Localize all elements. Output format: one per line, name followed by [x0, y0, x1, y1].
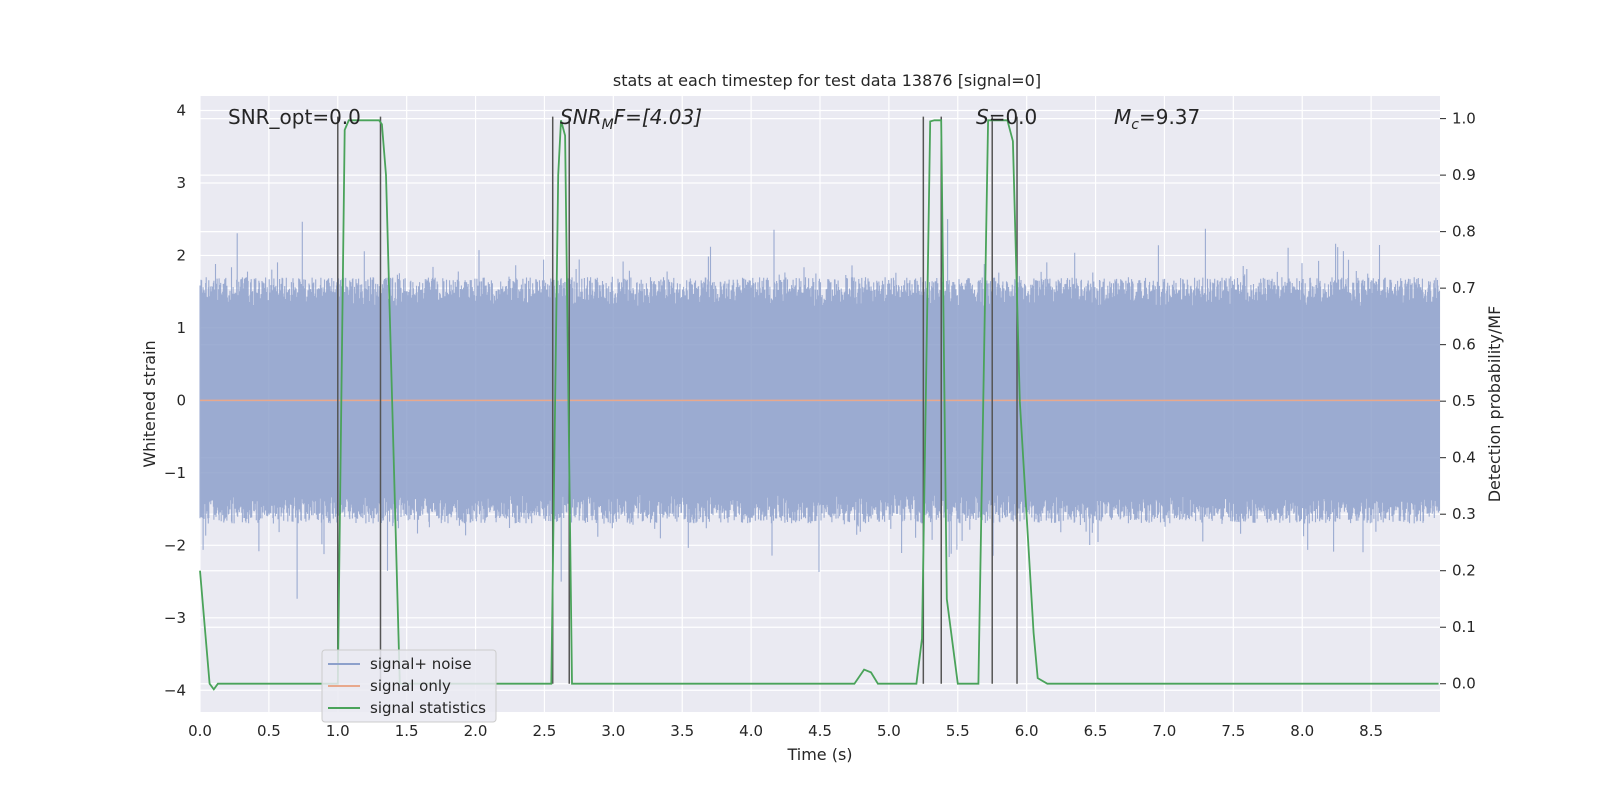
- x-tick-label: 6.5: [1084, 722, 1108, 740]
- legend: signal+ noise signal only signal statist…: [321, 649, 497, 723]
- x-tick-label: 3.5: [670, 722, 694, 740]
- x-tick-label: 2.5: [533, 722, 557, 740]
- y2-tick-label: 0.0: [1452, 675, 1476, 693]
- x-tick-label: 1.5: [395, 722, 419, 740]
- x-tick-label: 8.0: [1290, 722, 1314, 740]
- y2-tick-label: 0.7: [1452, 279, 1476, 297]
- y-axis-title: Whitened strain: [140, 340, 159, 467]
- snr-mf-subscript: M: [602, 117, 614, 133]
- s-main: S: [976, 105, 989, 129]
- y2-tick-label: 0.2: [1452, 562, 1476, 580]
- y2-tick-label: 0.4: [1452, 449, 1476, 467]
- y-tick-label: 3: [176, 174, 186, 192]
- y-tick-label: 2: [176, 246, 186, 264]
- y-tick-label: −4: [164, 681, 186, 699]
- x-tick-label: 7.5: [1221, 722, 1245, 740]
- x-tick-label: 7.0: [1153, 722, 1177, 740]
- s-annotation: S=0.0: [976, 105, 1037, 129]
- s-rest: =0.0: [989, 105, 1038, 129]
- y-tick-label: 0: [176, 391, 186, 409]
- y2-tick-label: 0.5: [1452, 392, 1476, 410]
- x-tick-label: 0.5: [257, 722, 281, 740]
- x-tick-label: 4.5: [808, 722, 832, 740]
- chart-title: stats at each timestep for test data 138…: [613, 71, 1041, 90]
- y-tick-label: −2: [164, 536, 186, 554]
- mc-annotation: Mc=9.37: [1114, 105, 1200, 133]
- x-axis-title: Time (s): [786, 745, 852, 764]
- mc-main: M: [1114, 105, 1131, 129]
- snr-mf-rest: F=[4.03]: [614, 105, 702, 129]
- legend-label-stats: signal statistics: [370, 699, 486, 717]
- x-tick-label: 4.0: [739, 722, 763, 740]
- x-tick-label: 5.5: [946, 722, 970, 740]
- y-axis-ticks: 4 3 2 1 0 −1 −2 −3 −4: [164, 101, 186, 699]
- y2-tick-label: 0.1: [1452, 618, 1476, 636]
- mc-subscript: c: [1131, 117, 1139, 133]
- x-tick-label: 8.5: [1359, 722, 1383, 740]
- y2-tick-label: 0.8: [1452, 223, 1476, 241]
- y2-axis-title: Detection probability/MF: [1485, 306, 1504, 503]
- y-tick-label: −1: [164, 464, 186, 482]
- x-tick-label: 1.0: [326, 722, 350, 740]
- y2-tick-label: 0.3: [1452, 505, 1476, 523]
- snr-mf-annotation: SNRMF=[4.03]: [560, 105, 702, 133]
- x-axis-ticks: 0.0 0.5 1.0 1.5 2.0 2.5 3.0 3.5 4.0 4.5 5.0 5.5 6.0 6…: [188, 722, 1383, 740]
- y2-tick-label: 1.0: [1452, 110, 1476, 128]
- y2-tick-label: 0.9: [1452, 166, 1476, 184]
- snr-mf-main: SNR: [560, 105, 602, 129]
- legend-label-noise: signal+ noise: [370, 655, 472, 673]
- signal-statistics-series: [199, 119, 1439, 691]
- y2-tick-label: 0.6: [1452, 336, 1476, 354]
- x-tick-label: 0.0: [188, 722, 212, 740]
- signal-statistics-line: [199, 119, 1439, 691]
- snr-opt-annotation: SNR_opt=0.0: [228, 105, 361, 129]
- y2-axis-ticks: 1.0 0.9 0.8 0.7 0.6 0.5 0.4 0.3 0.2 0.1 0.0: [1440, 110, 1476, 693]
- legend-label-signal: signal only: [370, 677, 451, 695]
- y-tick-label: −3: [164, 609, 186, 627]
- y-tick-label: 4: [176, 101, 186, 119]
- y-tick-label: 1: [176, 319, 186, 337]
- x-tick-label: 3.0: [601, 722, 625, 740]
- x-tick-label: 2.0: [464, 722, 488, 740]
- x-tick-label: 5.0: [877, 722, 901, 740]
- legend-box: [321, 649, 497, 723]
- x-tick-label: 6.0: [1015, 722, 1039, 740]
- mc-rest: =9.37: [1139, 105, 1200, 129]
